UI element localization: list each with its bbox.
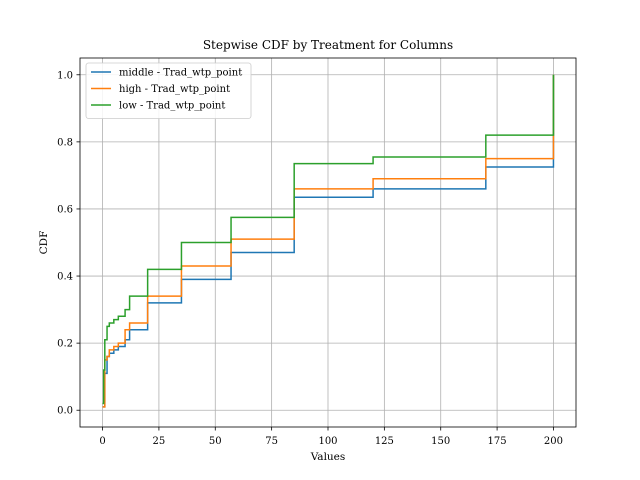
x-tick-label: 50: [209, 436, 222, 447]
y-tick-label: 0.8: [57, 137, 73, 148]
y-tick-label: 1.0: [57, 70, 73, 81]
y-tick-label: 0.0: [57, 406, 73, 417]
x-tick-label: 150: [431, 436, 450, 447]
y-tick-label: 0.6: [57, 204, 73, 215]
series-group: [102, 74, 555, 408]
y-tick-label: 0.4: [57, 272, 73, 283]
ticks: 0 25 50 75 100 125 150 175 200 0.0 0.2 0.4 0.6 0.8 1.0: [57, 70, 563, 447]
x-axis-title: Values: [310, 451, 346, 463]
y-axis-title: CDF: [38, 231, 50, 255]
legend-label: high - Trad_wtp_point: [119, 84, 230, 95]
x-tick-label: 200: [544, 436, 563, 447]
x-tick-label: 175: [488, 436, 507, 447]
legend-label: middle - Trad_wtp_point: [119, 68, 242, 79]
x-tick-label: 125: [375, 436, 394, 447]
legend-box: [85, 62, 252, 119]
x-tick-label: 100: [318, 436, 337, 447]
x-tick-label: 25: [153, 436, 166, 447]
legend-label: low - Trad_wtp_point: [119, 101, 225, 112]
series-line-low: [102, 74, 555, 405]
y-tick-label: 0.2: [57, 339, 73, 350]
x-tick-label: 75: [265, 436, 278, 447]
series-line-high: [102, 74, 555, 408]
x-tick-label: 0: [99, 436, 105, 447]
chart-title: Stepwise CDF by Treatment for Columns: [203, 38, 453, 52]
